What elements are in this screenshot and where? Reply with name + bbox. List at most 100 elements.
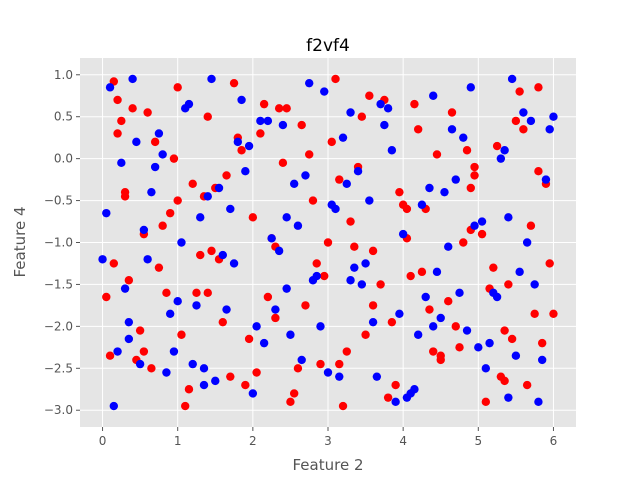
data-point xyxy=(436,313,445,323)
data-point xyxy=(259,99,269,109)
data-point xyxy=(278,120,288,130)
data-point xyxy=(391,397,400,407)
data-point xyxy=(312,259,321,268)
data-point xyxy=(105,351,115,360)
data-point xyxy=(271,313,280,323)
data-point xyxy=(534,167,543,176)
data-point xyxy=(474,343,483,352)
data-point xyxy=(447,108,457,117)
data-point xyxy=(470,221,479,230)
data-point xyxy=(504,213,513,222)
data-point xyxy=(451,175,460,184)
data-point xyxy=(203,112,212,121)
data-point xyxy=(331,74,340,84)
data-point xyxy=(477,229,487,239)
data-point xyxy=(342,347,351,356)
data-point xyxy=(406,389,415,398)
data-point xyxy=(323,238,333,247)
data-point xyxy=(229,78,239,88)
data-point xyxy=(150,162,160,172)
data-point xyxy=(218,250,227,260)
data-point xyxy=(252,368,261,377)
data-point xyxy=(132,137,141,147)
data-point xyxy=(222,305,231,314)
data-point xyxy=(368,301,378,310)
data-point xyxy=(500,326,509,335)
data-point xyxy=(380,120,389,130)
data-point xyxy=(286,330,295,339)
data-point xyxy=(417,200,427,209)
data-point xyxy=(327,137,336,147)
data-point xyxy=(267,234,276,243)
data-point xyxy=(383,393,393,402)
data-point xyxy=(113,129,122,138)
data-point xyxy=(274,246,284,256)
data-point xyxy=(350,263,359,272)
data-point xyxy=(391,380,400,390)
data-point xyxy=(308,196,318,205)
y-axis-ticks: 1.0 0.5 0.0 −0.5 −1.0 −1.5 −2.0 −2.5 −3.0 xyxy=(44,68,80,417)
data-point xyxy=(192,301,201,310)
data-point xyxy=(365,196,374,205)
data-point xyxy=(429,322,438,331)
data-point xyxy=(241,380,250,390)
data-point xyxy=(410,99,419,109)
data-point xyxy=(143,108,152,117)
y-tick-label: −2.0 xyxy=(44,319,73,333)
data-point xyxy=(199,380,209,390)
data-point xyxy=(203,192,212,201)
data-point xyxy=(376,99,385,109)
data-point xyxy=(124,334,134,344)
data-point xyxy=(361,330,370,339)
y-tick-label: −0.5 xyxy=(44,194,73,208)
x-axis-ticks: 0 1 2 3 4 5 6 xyxy=(99,427,557,448)
data-point xyxy=(192,288,201,298)
data-point xyxy=(534,83,543,92)
data-point xyxy=(158,221,167,230)
data-point xyxy=(398,200,408,209)
data-point xyxy=(301,301,310,310)
data-point xyxy=(147,364,156,373)
data-point xyxy=(233,137,243,147)
data-point xyxy=(162,368,171,377)
data-point xyxy=(263,292,273,302)
data-point xyxy=(504,280,513,289)
data-point xyxy=(188,179,197,188)
data-point xyxy=(526,116,536,126)
data-point xyxy=(135,359,145,369)
data-point xyxy=(489,263,498,272)
data-point xyxy=(169,154,179,163)
data-point xyxy=(184,385,194,394)
data-point xyxy=(286,397,295,407)
data-point xyxy=(335,175,344,184)
data-point xyxy=(196,213,205,222)
data-point xyxy=(293,364,303,373)
data-point xyxy=(218,317,227,327)
data-point xyxy=(320,87,329,96)
data-point xyxy=(165,309,175,318)
data-point xyxy=(305,150,314,159)
data-point xyxy=(184,99,194,109)
x-tick-label: 3 xyxy=(324,434,332,448)
data-point xyxy=(177,238,186,247)
data-point xyxy=(413,330,423,339)
data-point xyxy=(124,317,134,327)
x-tick-label: 2 xyxy=(249,434,257,448)
data-point xyxy=(147,187,156,197)
data-point xyxy=(395,187,404,197)
data-point xyxy=(312,271,321,281)
data-point xyxy=(226,372,235,381)
data-point xyxy=(120,192,130,201)
data-point xyxy=(522,380,532,390)
data-point xyxy=(511,351,521,360)
data-point xyxy=(432,267,442,277)
data-point xyxy=(519,125,528,134)
data-point xyxy=(492,141,502,151)
data-point xyxy=(320,271,329,281)
y-tick-label: −1.0 xyxy=(44,236,73,250)
data-point xyxy=(489,288,498,298)
data-point xyxy=(338,133,348,142)
data-point xyxy=(181,401,190,411)
data-point xyxy=(105,83,115,92)
y-tick-label: −2.5 xyxy=(44,361,73,375)
